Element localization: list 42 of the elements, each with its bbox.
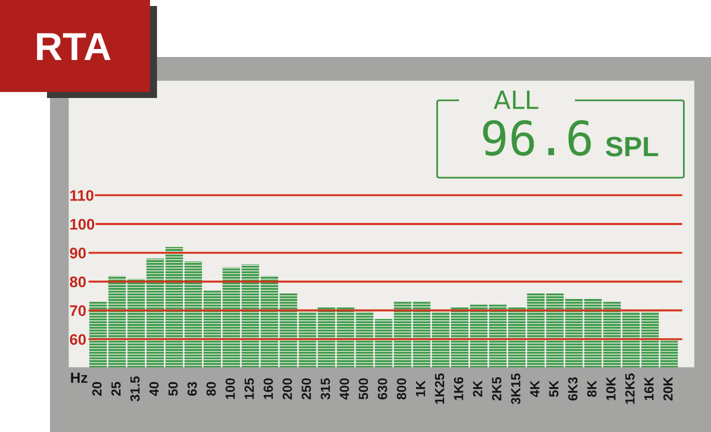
x-tick-label: 4K [530,380,540,398]
x-tick-label: 20 [92,382,102,396]
y-tick-label: 70 [70,305,86,316]
x-axis-title: Hz [71,372,88,383]
y-tick-label: 60 [70,334,86,345]
y-tick-label: 80 [70,276,86,288]
x-tick-label: 20K [663,376,673,400]
x-tick-label: 6K3 [568,377,578,400]
x-tick-label: 10K [606,376,616,400]
annotation: ALL [494,90,538,109]
x-tick-label: 8K [587,380,597,397]
x-tick-label: 80 [206,382,216,396]
y-tick-label: 100 [70,218,94,230]
x-tick-label: 250 [302,378,311,400]
x-tick-label: 1K25 [434,373,444,404]
chart-title: RTA [37,33,110,60]
x-tick-label: 12K5 [625,373,635,404]
x-tick-label: 31.5 [130,376,140,402]
x-tick-label: 2K5 [492,377,502,400]
x-tick-label: 16K [644,376,654,400]
x-tick-label: 315 [320,378,330,400]
x-tick-label: 100 [226,378,235,400]
x-tick-label: 40 [149,382,159,396]
annotation: SPL [606,136,658,156]
x-tick-label: 630 [378,378,388,400]
annotation: 96.6 [483,120,591,156]
y-tick-label: 90 [70,248,86,258]
x-tick-label: 63 [187,382,197,396]
x-tick-label: 1K6 [454,377,464,400]
x-tick-label: 160 [264,378,273,400]
x-tick-label: 800 [396,378,406,400]
x-tick-label: 2K [472,380,482,397]
x-tick-label: 400 [340,378,350,400]
x-tick-label: 1K [416,380,426,396]
y-tick-label: 110 [70,190,94,201]
x-tick-label: 500 [358,378,368,400]
x-tick-label: 50 [168,382,178,396]
x-tick-label: 200 [282,378,292,400]
x-tick-label: 5K [549,380,558,397]
x-tick-label: 25 [111,382,121,396]
x-tick-label: 3K15 [511,373,520,404]
x-tick-label: 125 [244,378,254,400]
